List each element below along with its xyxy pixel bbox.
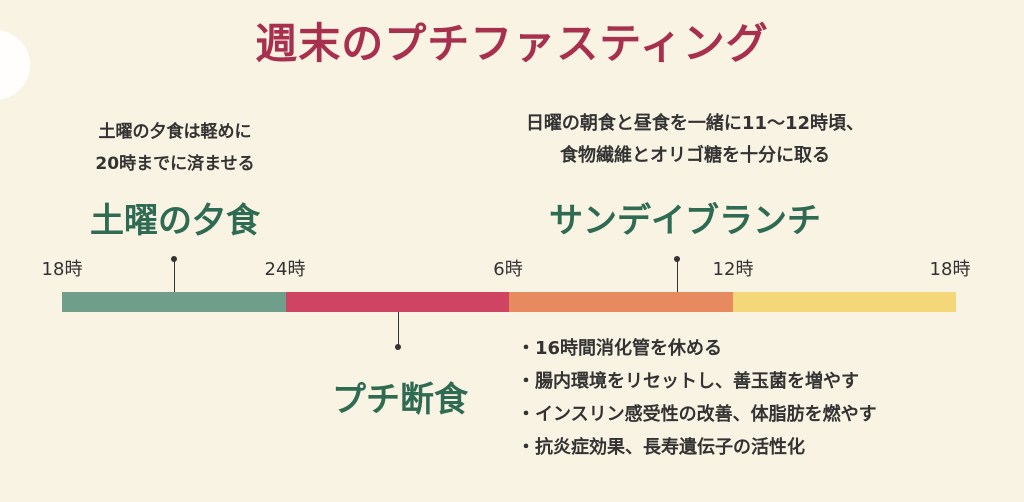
benefit-item: 16時間消化管を休める [517, 332, 877, 365]
dinner-note-line-1: 土曜の夕食は軽めに [98, 122, 252, 142]
tick-label-0: 18時 [41, 259, 83, 280]
benefit-item: インスリン感受性の改善、体脂肪を燃やす [517, 398, 877, 431]
benefits-list: 16時間消化管を休める 腸内環境をリセットし、善玉菌を増やす インスリン感受性の… [517, 332, 877, 464]
fast-marker-line [398, 312, 399, 347]
dinner-note-line-2: 20時までに済ませる [95, 154, 255, 174]
fast-label: プチ断食 [332, 380, 468, 420]
timeline-segment-3 [732, 292, 956, 312]
timeline-bar [62, 292, 956, 312]
brunch-note-line-1: 日曜の朝食と昼食を一緒に11〜12時頃、 [525, 113, 865, 134]
brunch-marker-line [677, 259, 678, 292]
dinner-label: 土曜の夕食 [90, 201, 260, 241]
dinner-marker-line [174, 259, 175, 292]
benefit-item: 腸内環境をリセットし、善玉菌を増やす [517, 365, 877, 398]
dinner-note: 土曜の夕食は軽めに 20時までに済ませる [40, 116, 310, 180]
brunch-note-line-2: 食物繊維とオリゴ糖を十分に取る [560, 145, 830, 166]
timeline-segment-1 [285, 292, 509, 312]
page-title: 週末のプチファスティング [255, 19, 769, 68]
timeline-segment-0 [62, 292, 286, 312]
tick-label-4: 18時 [929, 259, 971, 280]
tick-label-2: 6時 [493, 259, 523, 280]
brunch-note: 日曜の朝食と昼食を一緒に11〜12時頃、 食物繊維とオリゴ糖を十分に取る [460, 108, 930, 172]
benefit-item: 抗炎症効果、長寿遺伝子の活性化 [517, 431, 877, 464]
timeline-segment-2 [509, 292, 733, 312]
tick-label-3: 12時 [712, 259, 754, 280]
fast-marker-dot [395, 344, 401, 350]
brunch-label: サンデイブランチ [549, 201, 821, 241]
tick-label-1: 24時 [264, 259, 306, 280]
